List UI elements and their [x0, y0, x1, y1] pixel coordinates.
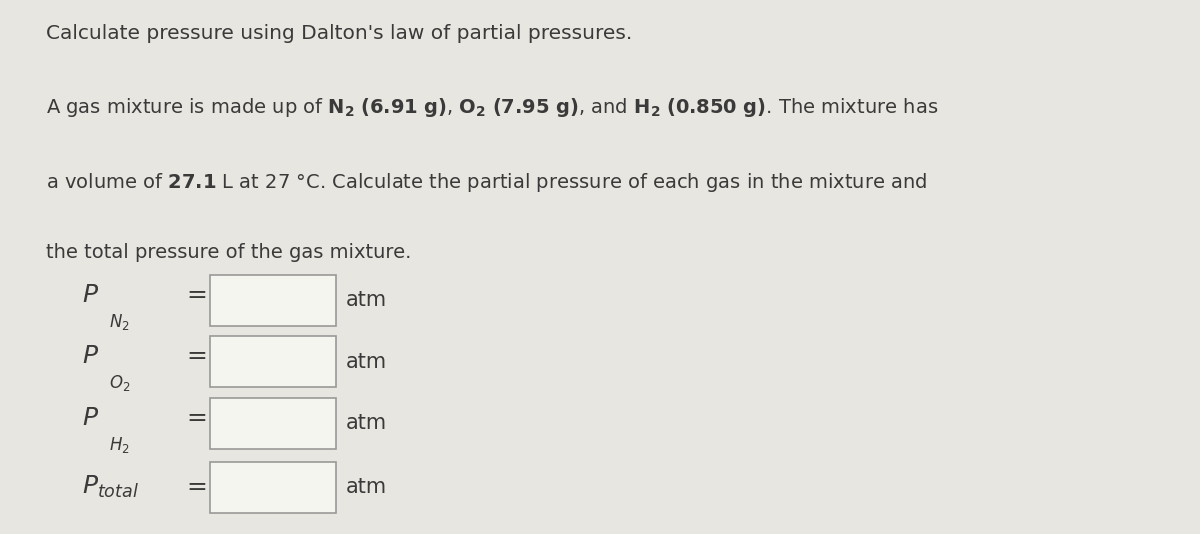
Text: $P$: $P$ — [82, 344, 98, 368]
Text: $N_2$: $N_2$ — [109, 312, 130, 332]
Text: the total pressure of the gas mixture.: the total pressure of the gas mixture. — [46, 243, 410, 262]
Text: $H_2$: $H_2$ — [109, 435, 130, 454]
Text: $P$: $P$ — [82, 283, 98, 307]
Text: a volume of $\mathbf{27.1}$ L at 27 °C. Calculate the partial pressure of each g: a volume of $\mathbf{27.1}$ L at 27 °C. … — [46, 171, 928, 194]
Text: =: = — [186, 283, 206, 307]
Text: atm: atm — [346, 352, 386, 372]
FancyBboxPatch shape — [210, 462, 336, 513]
FancyBboxPatch shape — [210, 275, 336, 326]
Text: atm: atm — [346, 477, 386, 497]
Text: $P$: $P$ — [82, 406, 98, 430]
Text: $P_{total}$: $P_{total}$ — [82, 474, 139, 500]
Text: Calculate pressure using Dalton's law of partial pressures.: Calculate pressure using Dalton's law of… — [46, 24, 632, 43]
Text: =: = — [186, 344, 206, 368]
Text: atm: atm — [346, 290, 386, 310]
Text: atm: atm — [346, 413, 386, 433]
Text: $O_2$: $O_2$ — [109, 373, 131, 393]
Text: A gas mixture is made up of $\mathbf{N_2}$ $\mathbf{(6.91\ g)}$, $\mathbf{O_2}$ : A gas mixture is made up of $\mathbf{N_2… — [46, 96, 938, 119]
FancyBboxPatch shape — [210, 336, 336, 387]
Text: =: = — [186, 406, 206, 430]
Text: =: = — [186, 475, 206, 499]
FancyBboxPatch shape — [210, 398, 336, 449]
